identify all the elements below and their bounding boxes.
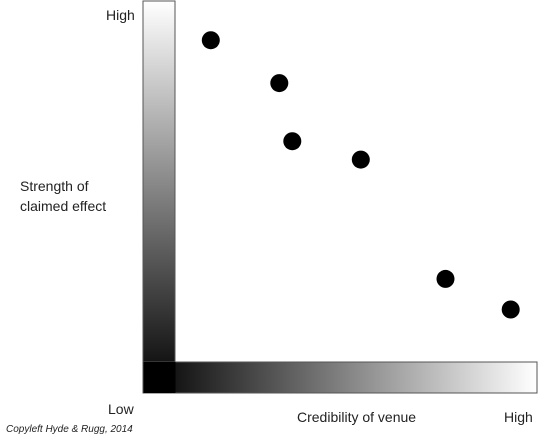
data-point-6 [501,300,520,319]
y-tick-high: High [106,7,135,23]
y-axis-gradient-bar [142,0,176,394]
axis-corner [143,362,176,393]
x-axis-label: Credibility of venue [297,409,417,425]
data-points [201,31,520,319]
data-point-5 [436,269,455,288]
data-point-1 [201,31,220,50]
x-tick-high: High [504,409,533,425]
data-point-2 [270,74,289,93]
y-tick-low: Low [108,401,134,417]
x-axis-gradient-bar [142,361,538,394]
data-point-4 [351,150,370,169]
copyright-note: Copyleft Hyde & Rugg, 2014 [6,424,133,435]
data-point-3 [283,132,302,151]
y-axis-label: Strength of claimed effect [20,178,107,214]
